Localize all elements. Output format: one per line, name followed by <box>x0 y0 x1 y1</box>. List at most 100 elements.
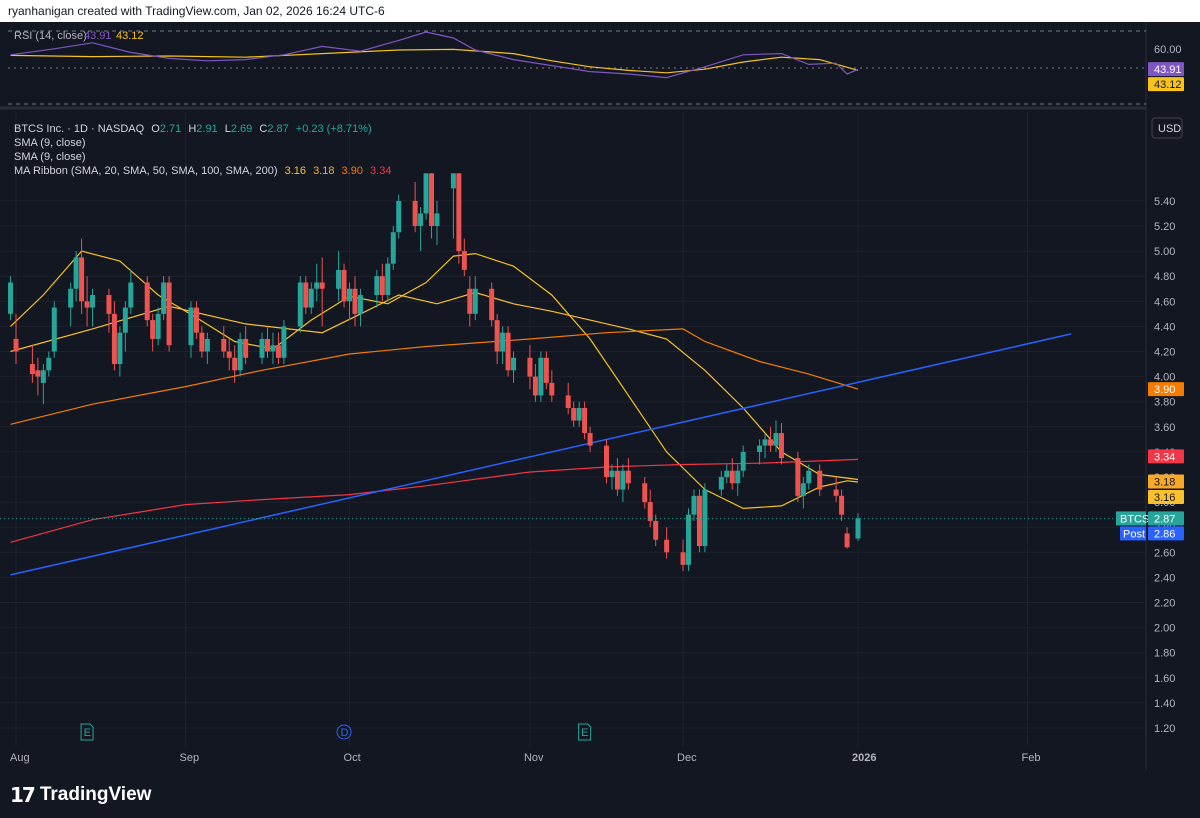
candle <box>319 257 325 327</box>
post-value-tag: 2.86 <box>1148 526 1184 541</box>
candle <box>647 489 653 528</box>
candle <box>308 282 314 314</box>
candle <box>90 288 96 327</box>
price-tick-label: 1.40 <box>1154 698 1175 710</box>
candle <box>839 489 845 521</box>
candle <box>603 439 609 484</box>
btcs-value-tag: 2.87 <box>1148 511 1184 526</box>
tradingview-logo[interactable]: 17 TradingView <box>10 783 151 807</box>
svg-text:MA Ribbon (SMA, 20, SMA, 50, S: MA Ribbon (SMA, 20, SMA, 50, SMA, 100, S… <box>14 165 391 177</box>
ma-value-tag-text: 3.18 <box>1154 477 1175 489</box>
candle <box>29 345 35 383</box>
rsi-value-tag-text: 43.91 <box>1154 64 1182 76</box>
candle <box>374 269 380 308</box>
candle <box>543 351 549 390</box>
low-label: L <box>225 123 231 135</box>
candle <box>166 276 172 352</box>
candle <box>467 276 473 327</box>
earnings-marker-icon[interactable]: E <box>80 723 94 741</box>
rsi-line <box>10 31 859 79</box>
candle <box>122 301 128 352</box>
candle <box>35 357 41 396</box>
close-label: C <box>259 123 267 135</box>
ribbon-value-2: 3.18 <box>313 165 334 177</box>
candle <box>489 282 495 327</box>
candles <box>8 173 861 572</box>
btcs-tag-text: BTCS <box>1120 513 1149 525</box>
candle <box>188 301 194 358</box>
candle <box>844 527 850 549</box>
candle <box>275 332 281 365</box>
ribbon-legend: MA Ribbon (SMA, 20, SMA, 50, SMA, 100, S… <box>14 165 278 177</box>
price-chart[interactable]: RSI (14, close) 43.91 43.12 60.00 1.20 1.… <box>0 22 1200 770</box>
price-tick-label: 4.00 <box>1154 372 1175 384</box>
candle <box>538 351 544 402</box>
brand-name: TradingView <box>39 784 152 805</box>
candle <box>653 514 659 547</box>
ma-value-tag: 3.90 <box>1148 382 1184 397</box>
price-tags: 43.91 43.12 3.90 3.34 3.18 3.16 BTCS 2.87 Post 2.… <box>1116 62 1184 541</box>
candle <box>352 276 358 327</box>
currency-button[interactable]: USD <box>1151 117 1183 139</box>
rsi-ma-value-legend: 43.12 <box>116 30 144 42</box>
candle <box>270 332 276 365</box>
currency-label: USD <box>1158 123 1181 135</box>
price-tick-label: 4.60 <box>1154 296 1175 308</box>
candle <box>450 173 456 239</box>
candle <box>800 477 806 509</box>
price-tick-label: 2.00 <box>1154 623 1175 635</box>
candle <box>347 282 353 321</box>
candle <box>472 276 478 321</box>
time-tick-label: Oct <box>344 752 361 764</box>
candle <box>204 332 210 365</box>
series-line-ma-ribbon-200 <box>10 458 859 543</box>
candle <box>527 345 533 390</box>
candle <box>111 301 117 371</box>
dividend-marker-icon[interactable]: D <box>336 724 352 740</box>
candle <box>817 464 823 496</box>
series-line-ma-ribbon-50 <box>10 328 859 425</box>
candle <box>696 489 702 553</box>
candle <box>773 420 779 452</box>
svg-text:BTCS Inc. · 1D · NASDAQ: BTCS Inc. · 1D · NASDAQ O2.71 H2.91 L2.6… <box>14 123 372 135</box>
candle <box>385 257 391 302</box>
price-tick-label: 5.20 <box>1154 221 1175 233</box>
rsi-ma-value-tag: 43.12 <box>1148 77 1184 91</box>
grid <box>0 112 1146 746</box>
price-axis[interactable]: 1.201.401.601.802.002.202.402.602.803.00… <box>1154 196 1175 735</box>
candle <box>144 276 150 327</box>
candle <box>243 326 249 365</box>
candle <box>68 282 74 327</box>
candle <box>418 207 424 252</box>
earnings-marker-icon[interactable]: E <box>578 723 592 741</box>
candle <box>691 489 697 521</box>
ma-value-tag-text: 3.16 <box>1154 492 1175 504</box>
candle <box>390 226 396 270</box>
ribbon-value-1: 3.16 <box>285 165 306 177</box>
time-tick-label: Dec <box>677 752 697 764</box>
candle <box>8 276 14 321</box>
candle <box>532 364 538 402</box>
rsi-value-tag: 43.91 <box>1148 62 1184 77</box>
candle <box>73 251 79 302</box>
candle <box>576 401 582 427</box>
candle <box>117 326 123 377</box>
candle <box>232 345 238 383</box>
time-tick-label: Nov <box>524 752 544 764</box>
candle <box>642 477 648 509</box>
rsi-value-legend: 43.91 <box>84 30 112 42</box>
candle <box>565 382 571 415</box>
candle <box>106 288 112 333</box>
time-axis[interactable]: Aug Sep Oct Nov Dec 2026 Feb <box>10 752 1040 764</box>
time-tick-label: Feb <box>1021 752 1040 764</box>
candle <box>494 313 500 365</box>
price-tick-label: 1.80 <box>1154 648 1175 660</box>
candle <box>461 238 467 277</box>
ma-value-tag-text: 3.34 <box>1154 451 1175 463</box>
candle <box>281 320 287 365</box>
legend: BTCS Inc. · 1D · NASDAQ O2.71 H2.91 L2.6… <box>14 123 391 177</box>
candle <box>40 364 46 405</box>
low-value: 2.69 <box>231 123 252 135</box>
post-price-tag: Post <box>1120 526 1146 541</box>
watermark-caption: ryanhanigan created with TradingView.com… <box>0 0 1200 22</box>
